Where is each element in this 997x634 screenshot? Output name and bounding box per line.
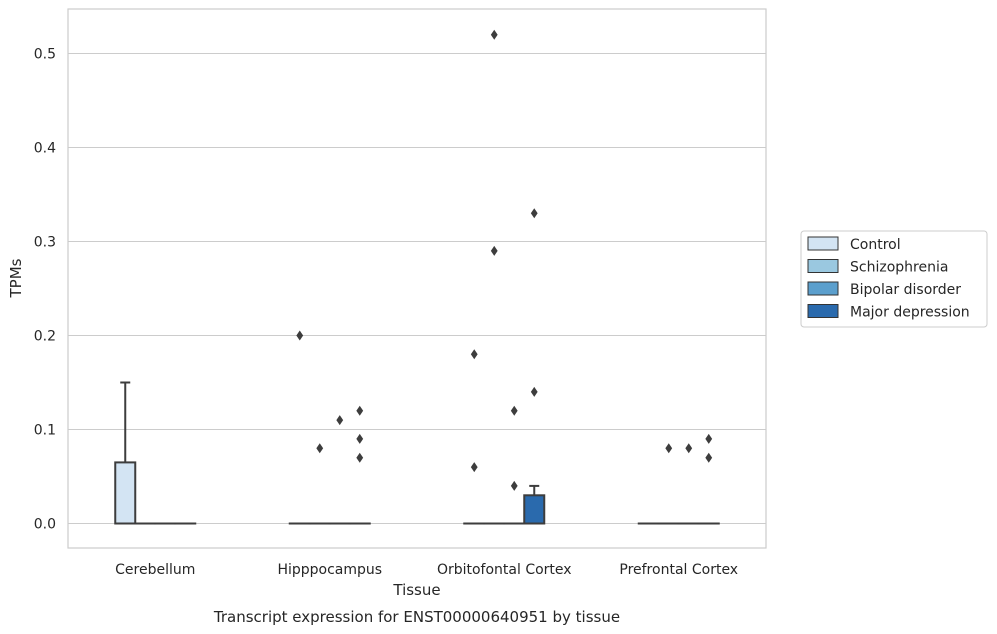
plot-area-frame xyxy=(67,8,767,549)
legend: Control Schizophrenia Bipolar disorder Majo… xyxy=(800,230,988,328)
outlier-point xyxy=(530,208,538,219)
outlier-point xyxy=(705,452,713,463)
box-group xyxy=(114,381,137,525)
x-tick-label: Prefrontal Cortex xyxy=(619,562,738,578)
outlier-point xyxy=(470,462,478,473)
y-tick-label: 0.0 xyxy=(34,517,56,533)
x-tick-labels: Cerebellum Hipppocampus Orbitofontal Corte… xyxy=(115,562,738,578)
outlier-point xyxy=(530,386,538,397)
gridlines xyxy=(68,52,766,525)
outlier-point xyxy=(490,245,498,256)
box-group xyxy=(657,443,680,525)
x-axis-label: Tissue xyxy=(392,581,440,599)
box-body xyxy=(114,461,137,525)
chart-caption: Transcript expression for ENST0000064095… xyxy=(213,608,620,626)
x-tick-label: Hipppocampus xyxy=(277,562,382,578)
y-tick-labels: 0.0 0.1 0.2 0.3 0.4 0.5 xyxy=(34,47,56,533)
y-axis-label: TPMs xyxy=(7,258,25,298)
box-group xyxy=(483,29,506,525)
outlier-point xyxy=(316,443,324,454)
outlier-point xyxy=(490,29,498,40)
box-group xyxy=(348,405,371,525)
outlier-point xyxy=(685,443,693,454)
box-group xyxy=(328,415,351,525)
outlier-point xyxy=(356,405,364,416)
y-tick-label: 0.4 xyxy=(34,141,56,157)
box-group xyxy=(463,349,486,525)
legend-label: Bipolar disorder xyxy=(850,282,961,298)
legend-swatch xyxy=(807,304,839,318)
legend-swatch xyxy=(807,236,839,251)
y-tick-label: 0.5 xyxy=(34,47,56,63)
outlier-point xyxy=(510,480,518,491)
legend-label: Major depression xyxy=(850,305,970,321)
outlier-point xyxy=(705,433,713,444)
outlier-point xyxy=(356,452,364,463)
outlier-point xyxy=(336,415,344,426)
legend-label: Control xyxy=(850,237,901,253)
legend-frame xyxy=(800,230,988,328)
legend-label: Schizophrenia xyxy=(850,260,948,276)
box-group xyxy=(523,208,546,525)
y-tick-label: 0.2 xyxy=(34,329,56,345)
box-marks xyxy=(114,29,720,525)
outlier-point xyxy=(665,443,673,454)
outlier-point xyxy=(356,433,364,444)
box-group xyxy=(288,330,311,525)
box-body xyxy=(523,494,546,525)
x-tick-label: Cerebellum xyxy=(115,562,195,578)
outlier-point xyxy=(470,349,478,360)
box-group xyxy=(308,443,331,525)
y-tick-label: 0.1 xyxy=(34,423,56,439)
outlier-point xyxy=(510,405,518,416)
box-group xyxy=(677,443,700,525)
box-group xyxy=(697,433,720,525)
x-tick-label: Orbitofontal Cortex xyxy=(437,562,572,578)
legend-swatch xyxy=(807,281,839,296)
legend-swatch xyxy=(807,259,839,273)
y-tick-label: 0.3 xyxy=(34,235,56,251)
box-group xyxy=(503,405,526,525)
outlier-point xyxy=(296,330,304,341)
